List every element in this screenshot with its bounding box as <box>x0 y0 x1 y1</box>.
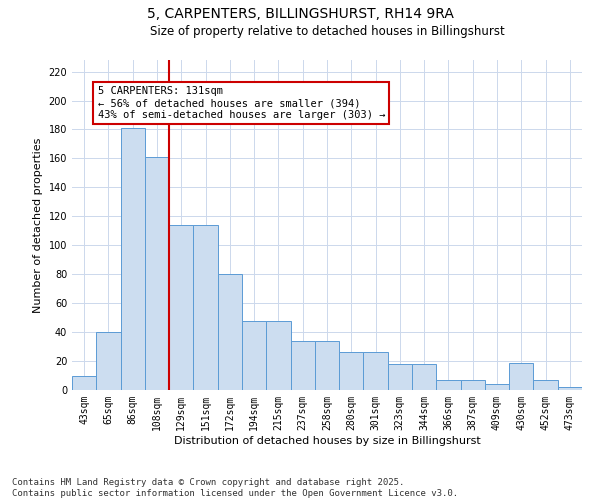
Bar <box>145 157 169 390</box>
Bar <box>339 352 364 390</box>
Text: 5, CARPENTERS, BILLINGSHURST, RH14 9RA: 5, CARPENTERS, BILLINGSHURST, RH14 9RA <box>146 8 454 22</box>
Bar <box>169 225 193 390</box>
Bar <box>509 362 533 390</box>
Bar <box>72 376 96 390</box>
Bar <box>290 341 315 390</box>
Bar <box>193 225 218 390</box>
Bar <box>266 320 290 390</box>
Bar <box>388 364 412 390</box>
Bar <box>96 332 121 390</box>
Bar <box>364 352 388 390</box>
Bar <box>218 274 242 390</box>
Bar <box>412 364 436 390</box>
Text: 5 CARPENTERS: 131sqm
← 56% of detached houses are smaller (394)
43% of semi-deta: 5 CARPENTERS: 131sqm ← 56% of detached h… <box>97 86 385 120</box>
Bar <box>121 128 145 390</box>
Text: Contains HM Land Registry data © Crown copyright and database right 2025.
Contai: Contains HM Land Registry data © Crown c… <box>12 478 458 498</box>
Bar <box>436 380 461 390</box>
Bar <box>315 341 339 390</box>
Bar <box>533 380 558 390</box>
Bar <box>485 384 509 390</box>
Bar <box>558 387 582 390</box>
Bar <box>242 320 266 390</box>
Y-axis label: Number of detached properties: Number of detached properties <box>33 138 43 312</box>
Bar <box>461 380 485 390</box>
X-axis label: Distribution of detached houses by size in Billingshurst: Distribution of detached houses by size … <box>173 436 481 446</box>
Title: Size of property relative to detached houses in Billingshurst: Size of property relative to detached ho… <box>149 25 505 38</box>
